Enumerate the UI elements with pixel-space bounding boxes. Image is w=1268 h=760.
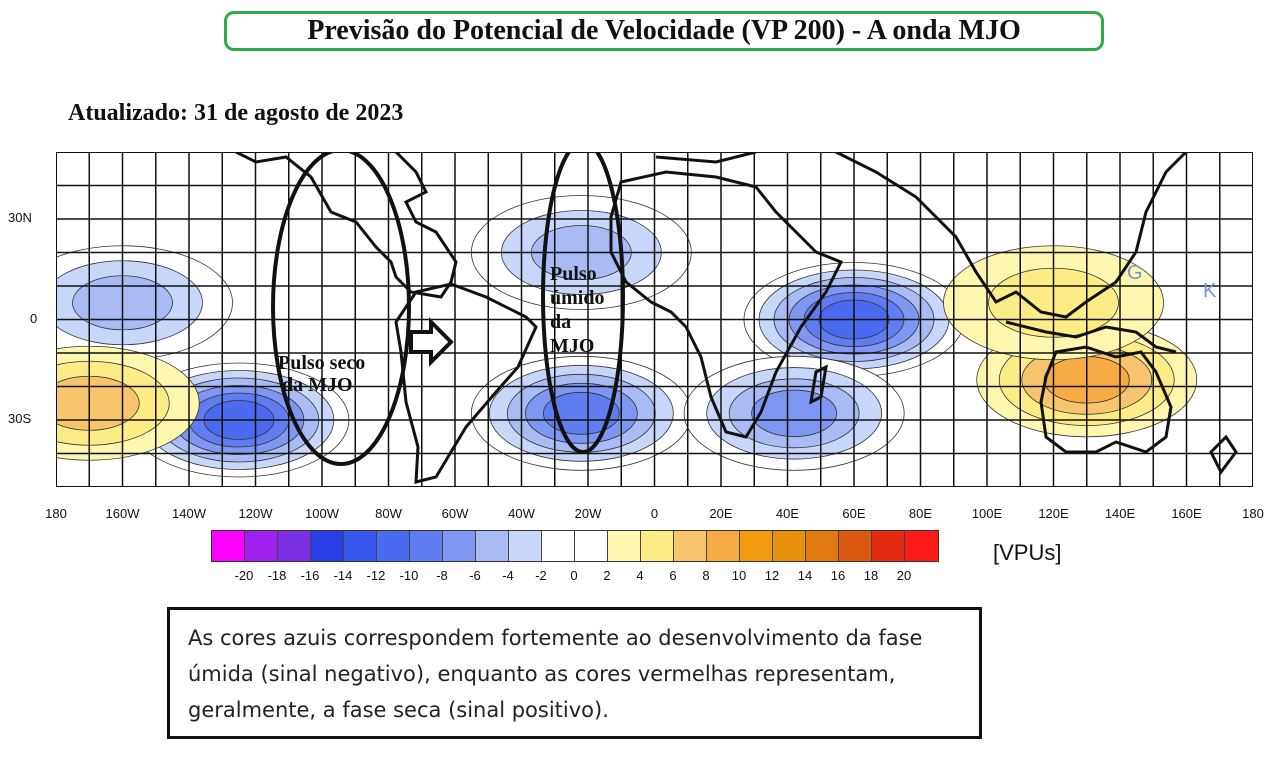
indonesia-coast bbox=[1005, 320, 1177, 354]
wet-pulse-label: Pulso úmido da MJO bbox=[550, 262, 604, 358]
lat-label-0: 0 bbox=[30, 311, 38, 326]
colorbar-tick-label: 20 bbox=[896, 568, 912, 583]
dry-pulse-line1: Pulso seco bbox=[278, 352, 366, 374]
wet-pulse-line3: da bbox=[550, 311, 572, 333]
marker-g: G bbox=[1127, 262, 1143, 284]
colorbar bbox=[211, 530, 939, 562]
eurasia-coast bbox=[655, 152, 1188, 319]
lon-label: 180 bbox=[1242, 506, 1264, 521]
colorbar-tick-label: 8 bbox=[702, 568, 710, 583]
colorbar-tick-label: 10 bbox=[731, 568, 747, 583]
lon-label: 180 bbox=[45, 506, 67, 521]
grid-layer bbox=[56, 152, 1253, 487]
velocity-potential-map bbox=[56, 152, 1253, 487]
colorbar-tick-label: -18 bbox=[267, 568, 287, 583]
colorbar-tick-label: -6 bbox=[469, 568, 481, 583]
colorbar-swatch bbox=[674, 531, 707, 561]
colorbar-tick-label: 18 bbox=[863, 568, 879, 583]
colorbar-tick-label: 12 bbox=[764, 568, 780, 583]
colorbar-swatch bbox=[311, 531, 344, 561]
colorbar-tick-label: -8 bbox=[436, 568, 448, 583]
colorbar-swatch bbox=[608, 531, 641, 561]
colorbar-swatch bbox=[509, 531, 542, 561]
colorbar-swatch bbox=[212, 531, 245, 561]
wet-pulse-line2: úmido bbox=[550, 287, 605, 309]
lon-label: 60W bbox=[441, 506, 469, 521]
negative-centre-mozambique-contour-4 bbox=[751, 389, 838, 437]
colorbar-swatch bbox=[476, 531, 509, 561]
dry-pulse-ellipse bbox=[271, 152, 411, 466]
colorbar-swatch bbox=[905, 531, 938, 561]
africa-coast bbox=[609, 170, 844, 439]
colorbar-swatch bbox=[641, 531, 674, 561]
lat-label-30n: 30N bbox=[8, 210, 32, 225]
lon-label: 160W bbox=[105, 506, 140, 521]
colorbar-tick-label: -20 bbox=[234, 568, 254, 583]
dry-pulse-line2: da MJO bbox=[282, 374, 353, 396]
colorbar-swatch bbox=[773, 531, 806, 561]
colorbar-tick-label: -10 bbox=[399, 568, 419, 583]
colorbar-swatch bbox=[245, 531, 278, 561]
colorbar-tick-label: -16 bbox=[300, 568, 320, 583]
new-zealand-coast bbox=[1209, 434, 1238, 475]
colorbar-swatch bbox=[377, 531, 410, 561]
colorbar-swatch bbox=[443, 531, 476, 561]
colorbar-tick-label: 4 bbox=[636, 568, 644, 583]
explanation-note: As cores azuis correspondem fortemente a… bbox=[167, 607, 982, 739]
colorbar-swatch bbox=[740, 531, 773, 561]
colorbar-tick-label: -14 bbox=[333, 568, 353, 583]
lon-label: 60E bbox=[842, 506, 866, 521]
wet-pulse-line1: Pulso bbox=[550, 263, 597, 285]
colorbar-swatch bbox=[278, 531, 311, 561]
lon-label: 80W bbox=[375, 506, 402, 521]
lon-label: 20E bbox=[709, 506, 733, 521]
wet-pulse-ellipse bbox=[541, 152, 625, 454]
colorbar-swatch bbox=[839, 531, 872, 561]
colorbar-swatch bbox=[707, 531, 740, 561]
updated-date: Atualizado: 31 de agosto de 2023 bbox=[68, 100, 404, 126]
lon-label: 80E bbox=[908, 506, 933, 521]
colorbar-tick-label: -12 bbox=[366, 568, 386, 583]
lon-label: 120E bbox=[1038, 506, 1069, 521]
negative-centre-atlantic-contour-5 bbox=[542, 391, 620, 435]
lon-label: 160E bbox=[1171, 506, 1202, 521]
lon-label: 100E bbox=[971, 506, 1003, 521]
lon-label: 120W bbox=[238, 506, 273, 521]
marker-k: K bbox=[1203, 280, 1217, 302]
colorbar-swatch bbox=[872, 531, 905, 561]
lon-label: 40W bbox=[508, 506, 535, 521]
north-america-coast bbox=[235, 152, 458, 299]
dry-pulse-label: Pulso seco da MJO bbox=[278, 352, 365, 396]
coastlines bbox=[235, 152, 1238, 484]
lon-label: 140E bbox=[1104, 506, 1136, 521]
wet-pulse-line4: MJO bbox=[550, 335, 595, 357]
lon-label: 40E bbox=[775, 506, 800, 521]
colorbar-swatch bbox=[806, 531, 839, 561]
colorbar-tick-label: -2 bbox=[535, 568, 547, 583]
map-canvas bbox=[56, 152, 1253, 487]
colorbar-tick-label: -4 bbox=[502, 568, 514, 583]
colorbar-tick-label: 6 bbox=[669, 568, 677, 583]
colorbar-swatch bbox=[410, 531, 443, 561]
colorbar-tick-label: 2 bbox=[603, 568, 611, 583]
colorbar-tick-label: 16 bbox=[830, 568, 846, 583]
colorbar-swatch bbox=[542, 531, 575, 561]
colorbar-swatch bbox=[575, 531, 608, 561]
eastward-arrow bbox=[409, 317, 454, 367]
lon-label: 140W bbox=[172, 506, 206, 521]
lon-label: 0 bbox=[650, 506, 659, 521]
lon-label: 20W bbox=[574, 506, 602, 521]
australia-coast bbox=[1039, 345, 1173, 454]
colorbar-unit: [VPUs] bbox=[993, 540, 1062, 565]
page-title: Previsão do Potencial de Velocidade (VP … bbox=[224, 11, 1104, 51]
lon-label: 100W bbox=[305, 506, 339, 521]
colorbar-tick-label: 0 bbox=[570, 568, 578, 583]
colorbar-tick-label: 14 bbox=[797, 568, 813, 583]
colorbar-swatch bbox=[344, 531, 377, 561]
lat-label-30s: 30S bbox=[8, 411, 32, 426]
